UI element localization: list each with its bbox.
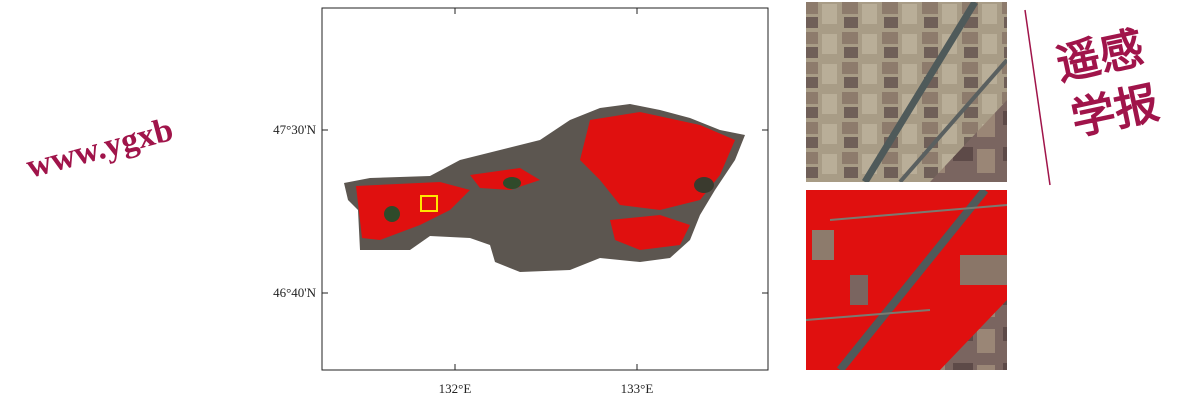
image-original — [806, 2, 1007, 182]
image-classified — [806, 190, 1007, 370]
y-tick-label: 46°40'N — [273, 285, 317, 300]
watermark-divider — [1025, 10, 1050, 185]
watermark-journal: 学报 — [1067, 79, 1163, 145]
watermark-journal: 遥感 — [1052, 24, 1148, 90]
watermark-url: www.ygxb — [22, 111, 177, 186]
figure: 47°30'N 46°40'N 132°E 133°E www.ygxb 遥感 … — [0, 0, 1179, 404]
page: 47°30'N 46°40'N 132°E 133°E www.ygxb 遥感 … — [0, 0, 1179, 404]
y-tick-label: 47°30'N — [273, 122, 317, 137]
x-tick-label: 132°E — [439, 381, 472, 396]
x-tick-label: 133°E — [621, 381, 654, 396]
